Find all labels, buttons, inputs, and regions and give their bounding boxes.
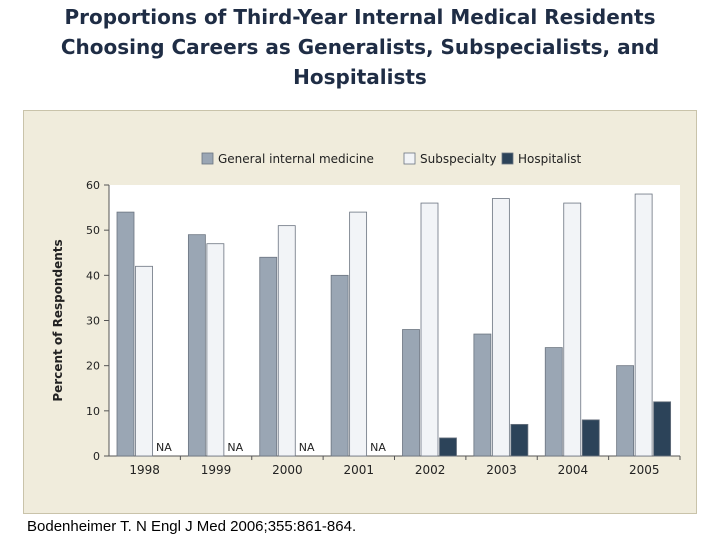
legend-label: General internal medicine [218, 152, 374, 166]
x-tick-label: 2001 [344, 463, 375, 477]
bar [653, 401, 672, 457]
slide-title-line: Proportions of Third-Year Internal Medic… [64, 5, 656, 29]
x-tick-label: 2000 [272, 463, 303, 477]
na-label: NA [299, 441, 315, 454]
bar [187, 234, 206, 457]
bar [544, 347, 563, 457]
y-tick-label: 0 [93, 450, 100, 463]
citation: Bodenheimer T. N Engl J Med 2006;355:861… [27, 518, 357, 535]
y-tick-label: 60 [86, 179, 100, 192]
y-tick-label: 50 [86, 224, 100, 237]
chart-panel: 0 10 20 30 40 50 60 Percent of Respondents NA 199… [23, 110, 697, 514]
bar [420, 202, 439, 457]
bar [135, 265, 153, 457]
y-tick-label: 40 [86, 269, 100, 282]
bar [349, 211, 368, 457]
bar [206, 243, 225, 457]
legend-swatch [403, 152, 416, 165]
bar [116, 211, 135, 457]
x-tick-label: 1998 [129, 463, 160, 477]
bar [439, 437, 457, 457]
slide-title: Proportions of Third-Year Internal Medic… [40, 2, 680, 92]
y-tick-label: 20 [86, 360, 100, 373]
bar [277, 225, 296, 457]
legend-swatch [201, 152, 214, 165]
bar [259, 256, 278, 457]
na-label: NA [227, 441, 243, 454]
x-tick-label: 1999 [201, 463, 232, 477]
bar [473, 333, 492, 457]
bar [491, 198, 510, 457]
x-tick-label: 2004 [558, 463, 589, 477]
bar [634, 193, 653, 457]
bar [402, 329, 420, 457]
bar [510, 423, 529, 457]
x-tick-label: 2005 [629, 463, 660, 477]
bar [581, 419, 600, 457]
na-label: NA [156, 441, 172, 454]
bar [616, 365, 635, 457]
x-tick-label: 2002 [415, 463, 446, 477]
legend-swatch [501, 152, 514, 165]
legend-label: Subspecialty [420, 152, 497, 166]
slide-title-line: Hospitalists [293, 65, 427, 89]
legend-label: Hospitalist [518, 152, 582, 166]
bar-chart: 0 10 20 30 40 50 60 Percent of Respondents NA 199… [51, 152, 681, 477]
bar [330, 274, 349, 457]
slide-title-line: Choosing Careers as Generalists, Subspec… [60, 35, 660, 59]
bar [563, 202, 582, 457]
y-tick-label: 30 [86, 315, 100, 328]
y-axis-title: Percent of Respondents [51, 239, 65, 401]
x-tick-label: 2003 [486, 463, 517, 477]
na-label: NA [370, 441, 386, 454]
y-tick-label: 10 [86, 405, 100, 418]
